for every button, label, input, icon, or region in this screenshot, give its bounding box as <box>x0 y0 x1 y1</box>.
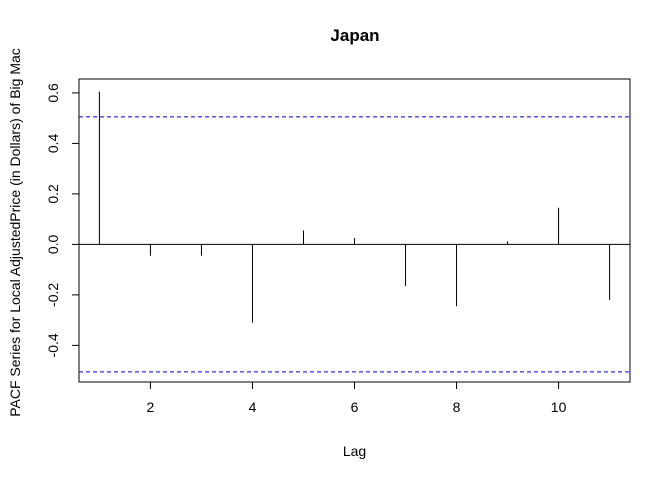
x-tick-label-2: 2 <box>147 399 155 415</box>
y-tick-label-0: -0.4 <box>45 333 61 357</box>
plot-frame <box>78 78 631 383</box>
x-axis-label: Lag <box>343 443 366 459</box>
y-tick-label-3: 0.2 <box>45 184 61 204</box>
x-axis: 2 4 6 8 10 <box>147 382 567 415</box>
x-tick-label-8: 8 <box>453 399 461 415</box>
x-tick-label-10: 10 <box>551 399 567 415</box>
x-tick-label-6: 6 <box>351 399 359 415</box>
y-axis: -0.4 -0.2 0.0 0.2 0.4 0.6 <box>45 83 79 357</box>
y-tick-label-1: -0.2 <box>45 283 61 307</box>
y-axis-label: PACF Series for Local AdjustedPrice (in … <box>7 48 23 417</box>
x-tick-label-4: 4 <box>249 399 257 415</box>
y-tick-label-5: 0.6 <box>45 83 61 103</box>
pacf-bars <box>98 91 611 323</box>
y-tick-label-4: 0.4 <box>45 133 61 153</box>
chart-title: Japan <box>330 26 379 45</box>
y-tick-label-2: 0.0 <box>45 234 61 254</box>
